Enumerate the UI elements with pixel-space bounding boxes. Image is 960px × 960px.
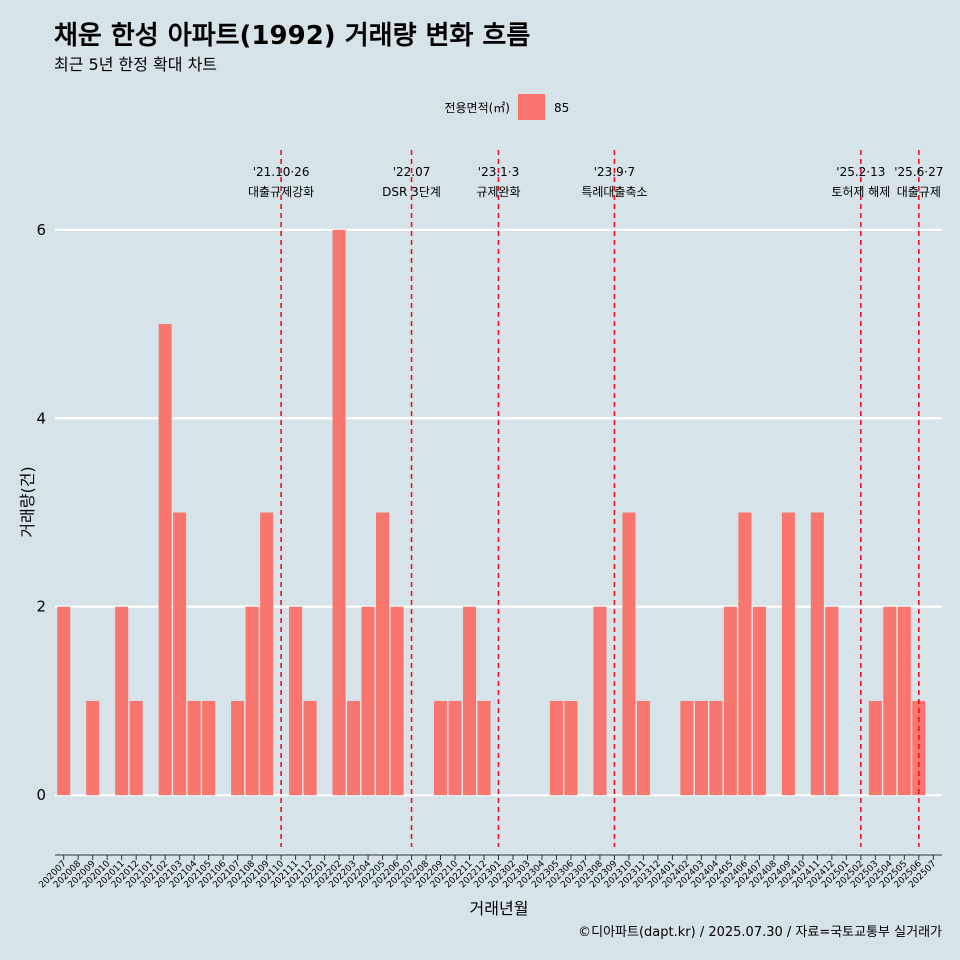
bar-202503: [868, 700, 882, 796]
bar-202310: [622, 512, 636, 796]
y-axis-title: 거래량(건): [18, 466, 37, 537]
bar-202311: [636, 700, 650, 796]
event-date: '22.07: [393, 165, 431, 179]
caption: ©디아파트(dapt.kr) / 2025.07.30 / 자료=국토교통부 실…: [578, 925, 942, 940]
bar-202205: [376, 512, 390, 796]
chart-title: 채운 한성 아파트(1992) 거래량 변화 흐름: [54, 21, 530, 51]
bar-202107: [231, 700, 245, 796]
bar-202403: [694, 700, 708, 796]
bar-202406: [738, 512, 752, 796]
event-lines: [280, 150, 920, 847]
bar-202206: [390, 606, 404, 796]
bar-202007: [57, 606, 71, 796]
bar-202412: [825, 606, 839, 796]
bar-202411: [810, 512, 824, 796]
bar-202212: [477, 700, 491, 796]
bar-202103: [173, 512, 187, 796]
bar-202505: [897, 606, 911, 796]
bars: [57, 229, 926, 796]
bar-202202: [332, 229, 346, 796]
y-tick-label: 2: [36, 598, 46, 616]
bar-202012: [129, 700, 143, 796]
y-tick-label: 4: [36, 409, 46, 427]
bar-202009: [86, 700, 100, 796]
event-date: '21.10·26: [253, 165, 310, 179]
event-date: '25.6·27: [894, 165, 943, 179]
event-label: 특례대출축소: [581, 185, 647, 199]
legend-swatch: [518, 94, 545, 120]
event-label: DSR 3단계: [382, 185, 441, 199]
bar-202210: [448, 700, 462, 796]
bar-202109: [260, 512, 274, 796]
legend: 전용면적(㎡) 85: [444, 94, 569, 120]
bar-202405: [723, 606, 737, 796]
bar-202308: [593, 606, 607, 796]
bar-202209: [434, 700, 448, 796]
event-label: 대출규제: [897, 185, 941, 199]
y-tick-label: 6: [36, 221, 46, 239]
bar-202111: [289, 606, 303, 796]
event-date: '23.9·7: [594, 165, 635, 179]
legend-label: 85: [554, 101, 569, 115]
bar-202104: [187, 700, 201, 796]
event-date: '25.2·13: [836, 165, 885, 179]
y-axis-ticks: 0 2 4 6: [36, 221, 46, 804]
bar-202407: [752, 606, 766, 796]
bar-202108: [245, 606, 259, 796]
bar-202211: [462, 606, 477, 796]
x-axis: 2020072020082020092020102020112020122021…: [37, 854, 942, 890]
bar-202102: [158, 324, 172, 796]
bar-202404: [709, 700, 723, 796]
event-date: '23.1·3: [478, 165, 519, 179]
bar-202409: [781, 512, 795, 796]
legend-title: 전용면적(㎡): [444, 101, 510, 115]
bar-202112: [303, 700, 317, 796]
event-label: 토허제 해제: [831, 185, 890, 199]
bar-202011: [115, 606, 129, 796]
bar-202402: [680, 700, 694, 796]
event-label: 대출규제강화: [248, 185, 314, 199]
event-annotations: '21.10·26 대출규제강화 '22.07 DSR 3단계 '23.1·3 규제완화 '…: [248, 165, 943, 199]
x-axis-title: 거래년월: [470, 899, 529, 918]
bar-202306: [564, 700, 578, 796]
bar-202305: [549, 700, 563, 796]
event-label: 규제완화: [476, 185, 520, 199]
bar-202105: [202, 700, 216, 796]
bar-202504: [883, 606, 897, 796]
bar-202204: [361, 606, 375, 796]
chart-subtitle: 최근 5년 한정 확대 차트: [54, 55, 217, 74]
bar-202203: [347, 700, 361, 796]
y-tick-label: 0: [36, 786, 46, 804]
